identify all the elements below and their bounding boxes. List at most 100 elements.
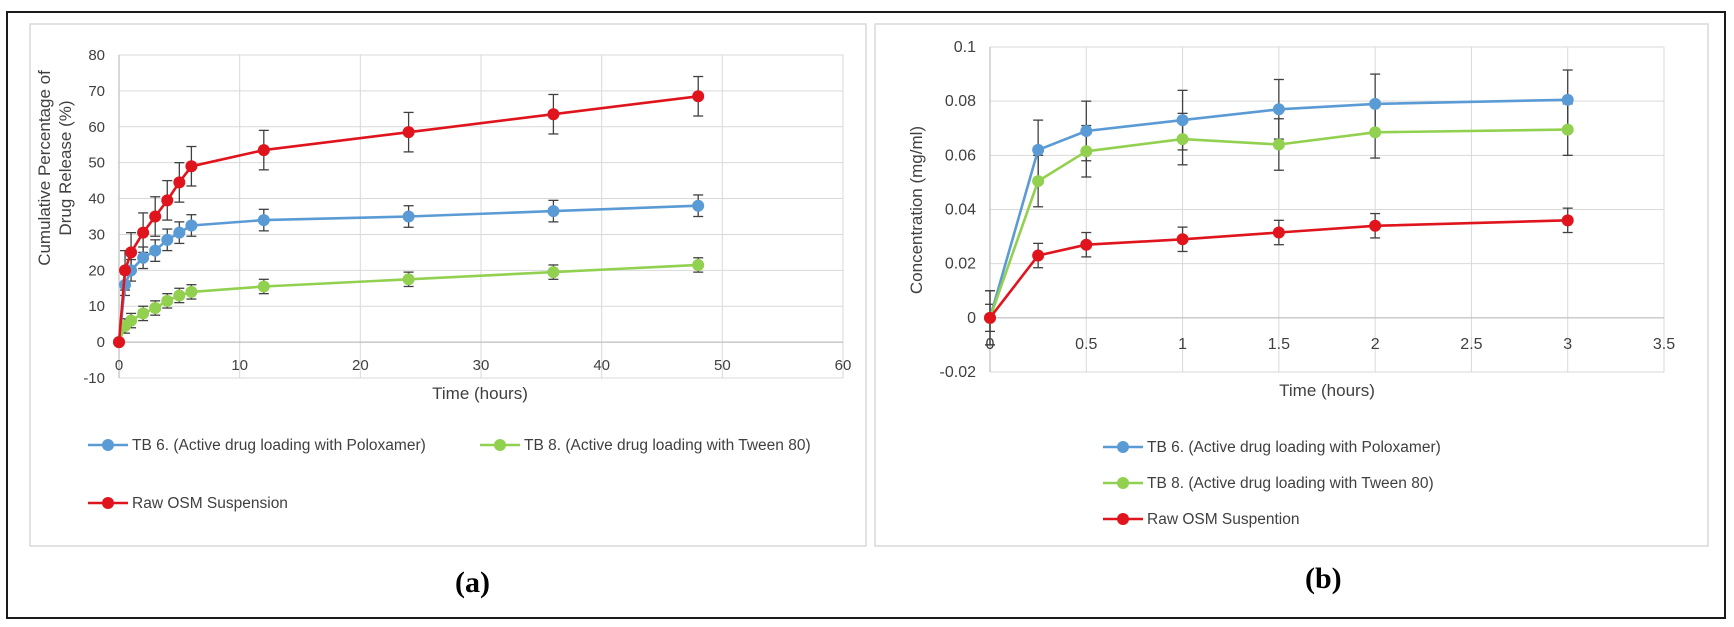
data-point	[1561, 214, 1574, 227]
data-point	[257, 214, 270, 227]
data-point	[1176, 114, 1189, 127]
figure-frame	[6, 11, 1726, 619]
data-point	[1369, 97, 1382, 110]
y-tick-label: 0.04	[945, 202, 976, 219]
data-point	[547, 108, 560, 121]
y-tick-label: 10	[88, 298, 105, 315]
data-point	[1272, 138, 1285, 151]
legend-label: TB 8. (Active drug loading with Tween 80…	[524, 437, 811, 454]
y-axis-title: Concentration (mg/ml)	[907, 126, 926, 294]
x-tick-label: 40	[593, 357, 610, 374]
data-point	[1561, 123, 1574, 136]
y-tick-label: 20	[88, 262, 105, 279]
legend-marker	[494, 439, 506, 451]
data-point	[125, 246, 138, 259]
data-point	[402, 126, 415, 139]
data-point	[137, 251, 150, 264]
y-tick-label: -0.02	[940, 364, 977, 381]
legend-label: TB 6. (Active drug loading with Poloxame…	[132, 437, 426, 454]
data-point	[692, 199, 705, 212]
panel-label-b: (b)	[1305, 562, 1342, 595]
legend-label: TB 6. (Active drug loading with Poloxame…	[1147, 439, 1441, 456]
data-point	[185, 285, 198, 298]
data-point	[547, 205, 560, 218]
x-tick-label: 3.5	[1653, 336, 1675, 353]
data-point	[137, 226, 150, 239]
legend-marker	[102, 439, 114, 451]
data-point	[402, 210, 415, 223]
data-point	[1272, 103, 1285, 116]
x-tick-label: 2	[1371, 336, 1380, 353]
x-tick-label: 3	[1563, 336, 1572, 353]
data-point	[692, 90, 705, 103]
y-tick-label: 60	[88, 119, 105, 136]
chart-area-border-0	[29, 23, 867, 547]
data-point	[1032, 249, 1045, 262]
y-tick-label: 50	[88, 155, 105, 172]
data-point	[1561, 93, 1574, 106]
data-point	[161, 294, 174, 307]
data-point	[1080, 145, 1093, 158]
data-point	[547, 266, 560, 279]
x-tick-label: 30	[473, 357, 490, 374]
x-axis-title: Time (hours)	[432, 384, 528, 403]
x-tick-label: 10	[231, 357, 248, 374]
data-point	[137, 307, 150, 320]
legend-marker	[1117, 513, 1129, 525]
data-point	[149, 302, 162, 315]
y-axis-title-line: Drug Release (%)	[56, 100, 75, 235]
data-point	[149, 244, 162, 257]
data-point	[185, 219, 198, 232]
panel-label-a: (a)	[455, 566, 490, 599]
data-point	[125, 314, 138, 327]
data-point	[113, 336, 125, 349]
data-point	[1369, 126, 1382, 139]
x-tick-label: 0.5	[1075, 336, 1097, 353]
y-tick-label: -10	[83, 370, 105, 387]
x-tick-label: 1.5	[1268, 336, 1290, 353]
data-point	[1176, 133, 1189, 146]
data-point	[1032, 175, 1045, 188]
y-axis-title-line: Cumulative Percentage of	[35, 70, 54, 266]
y-tick-label: 70	[88, 83, 105, 100]
legend-label: TB 8. (Active drug loading with Tween 80…	[1147, 475, 1434, 492]
data-point	[173, 289, 186, 302]
legend-label: Raw OSM Suspention	[1147, 511, 1300, 528]
data-point	[1369, 219, 1382, 232]
chart-area-border-1	[874, 23, 1709, 547]
x-tick-label: 0	[115, 357, 123, 374]
data-point	[119, 264, 132, 277]
y-tick-label: 0	[967, 310, 976, 327]
legend-marker	[1117, 441, 1129, 453]
y-tick-label: 0	[97, 334, 105, 351]
data-point	[692, 258, 705, 271]
data-point	[1272, 226, 1285, 239]
data-point	[1080, 238, 1093, 251]
x-tick-label: 60	[835, 357, 852, 374]
data-point	[161, 233, 174, 246]
y-tick-label: 0.1	[954, 39, 976, 56]
data-point	[185, 160, 198, 173]
legend-label: Raw OSM Suspension	[132, 495, 288, 512]
data-point	[149, 210, 162, 223]
y-tick-label: 0.08	[945, 93, 976, 110]
data-point	[173, 226, 186, 239]
legend-marker	[102, 497, 114, 509]
data-point	[161, 194, 174, 207]
data-point	[1032, 143, 1045, 156]
data-point	[257, 144, 270, 157]
y-tick-label: 0.02	[945, 256, 976, 273]
data-point	[984, 311, 996, 324]
data-point	[173, 176, 186, 189]
x-tick-label: 20	[352, 357, 369, 374]
x-tick-label: 1	[1178, 336, 1187, 353]
x-axis-title: Time (hours)	[1279, 381, 1375, 400]
data-point	[257, 280, 270, 293]
y-tick-label: 30	[88, 226, 105, 243]
y-tick-label: 0.06	[945, 147, 976, 164]
y-tick-label: 40	[88, 191, 105, 208]
data-point	[1176, 233, 1189, 246]
y-tick-label: 80	[88, 47, 105, 64]
data-point	[1080, 124, 1093, 137]
